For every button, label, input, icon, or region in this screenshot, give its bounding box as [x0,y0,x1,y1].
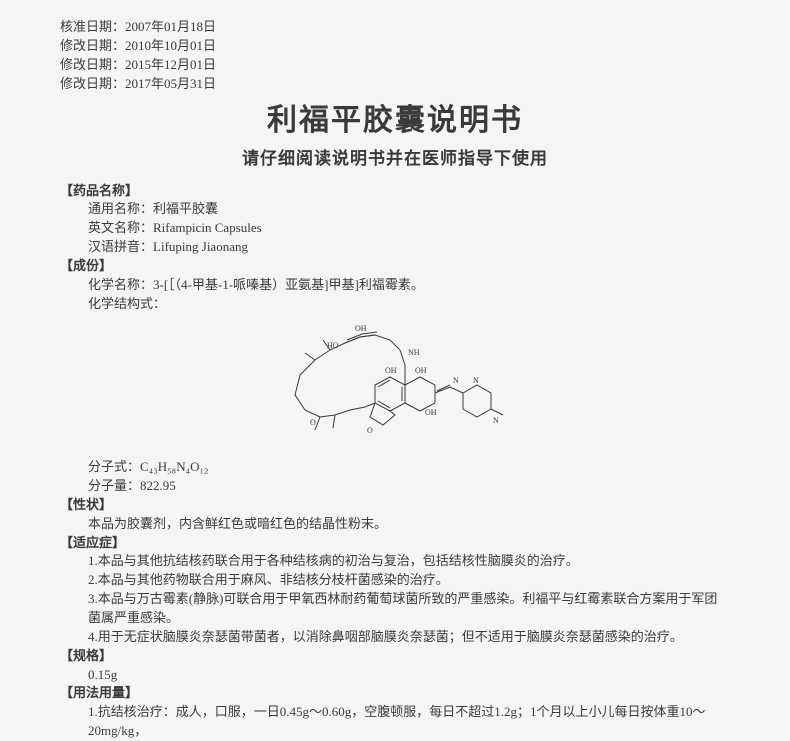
page-title: 利福平胶囊说明书 [60,99,730,143]
value: 822.95 [140,478,176,493]
svg-text:OH: OH [425,408,437,417]
label: 英文名称： [88,220,153,235]
mod-date-2: 修改日期：2015年12月01日 [60,56,730,75]
english-name: 英文名称：Rifampicin Capsules [60,219,730,238]
indication-3: 3.本品与万古霉素(静脉)可联合用于甲氧西林耐药葡萄球菌所致的严重感染。利福平与… [60,590,730,628]
indication-1: 1.本品与其他抗结核药联合用于各种结核病的初治与复治，包括结核性脑膜炎的治疗。 [60,552,730,571]
label: 修改日期： [60,76,125,91]
value: 2010年10月01日 [125,38,216,53]
value: 3-[［（4-甲基-1-哌嗪基）亚氨基]甲基]利福霉素。 [153,277,424,292]
svg-text:O: O [367,426,373,435]
label: 修改日期： [60,57,125,72]
value: 2015年12月01日 [125,57,216,72]
date-block: 核准日期：2007年01月18日 修改日期：2010年10月01日 修改日期：2… [60,18,730,93]
approve-date: 核准日期：2007年01月18日 [60,18,730,37]
pinyin-name: 汉语拼音：Lifuping Jiaonang [60,238,730,257]
section-indication-header: 【适应症】 [60,534,730,553]
character-text: 本品为胶囊剂，内含鲜红色或暗红色的结晶性粉末。 [60,515,730,534]
molecule-diagram: HO OH OH OH OH O O NH N N N [265,315,525,450]
svg-text:NH: NH [408,348,420,357]
svg-text:N: N [473,376,479,385]
molecular-weight: 分子量：822.95 [60,477,730,496]
page-subtitle: 请仔细阅读说明书并在医师指导下使用 [60,147,730,172]
label: 化学名称： [88,277,153,292]
mod-date-1: 修改日期：2010年10月01日 [60,37,730,56]
chemical-structure: HO OH OH OH OH O O NH N N N [60,315,730,456]
value: Lifuping Jiaonang [153,239,248,254]
section-dosage-header: 【用法用量】 [60,684,730,703]
indication-4: 4.用于无症状脑膜炎奈瑟菌带菌者，以消除鼻咽部脑膜炎奈瑟菌；但不适用于脑膜炎奈瑟… [60,628,730,647]
svg-text:O: O [310,418,316,427]
svg-text:OH: OH [415,366,427,375]
label: 分子量： [88,478,140,493]
svg-text:OH: OH [385,366,397,375]
spec-text: 0.15g [60,666,730,685]
value: 利福平胶囊 [153,201,218,216]
section-name-header: 【药品名称】 [60,182,730,201]
section-character-header: 【性状】 [60,496,730,515]
value: 2017年05月31日 [125,76,216,91]
svg-text:N: N [453,376,459,385]
generic-name: 通用名称：利福平胶囊 [60,200,730,219]
molecular-formula: 分子式：C₄₃H₅₈N₄O₁₂ [60,458,730,477]
label: 分子式： [88,459,140,474]
value: Rifampicin Capsules [153,220,262,235]
indication-2: 2.本品与其他药物联合用于麻风、非结核分枝杆菌感染的治疗。 [60,571,730,590]
value: 2007年01月18日 [125,19,216,34]
label: 修改日期： [60,38,125,53]
section-spec-header: 【规格】 [60,647,730,666]
label: 汉语拼音： [88,239,153,254]
mod-date-3: 修改日期：2017年05月31日 [60,75,730,94]
section-ingredient-header: 【成份】 [60,257,730,276]
label: 核准日期： [60,19,125,34]
label: 通用名称： [88,201,153,216]
dosage-1: 1.抗结核治疗：成人，口服，一日0.45g～0.60g，空腹顿服，每日不超过1.… [60,703,730,741]
svg-text:OH: OH [355,324,367,333]
value: C₄₃H₅₈N₄O₁₂ [140,459,209,474]
chemical-name: 化学名称：3-[［（4-甲基-1-哌嗪基）亚氨基]甲基]利福霉素。 [60,276,730,295]
structure-label: 化学结构式： [60,295,730,314]
svg-text:N: N [493,416,499,425]
